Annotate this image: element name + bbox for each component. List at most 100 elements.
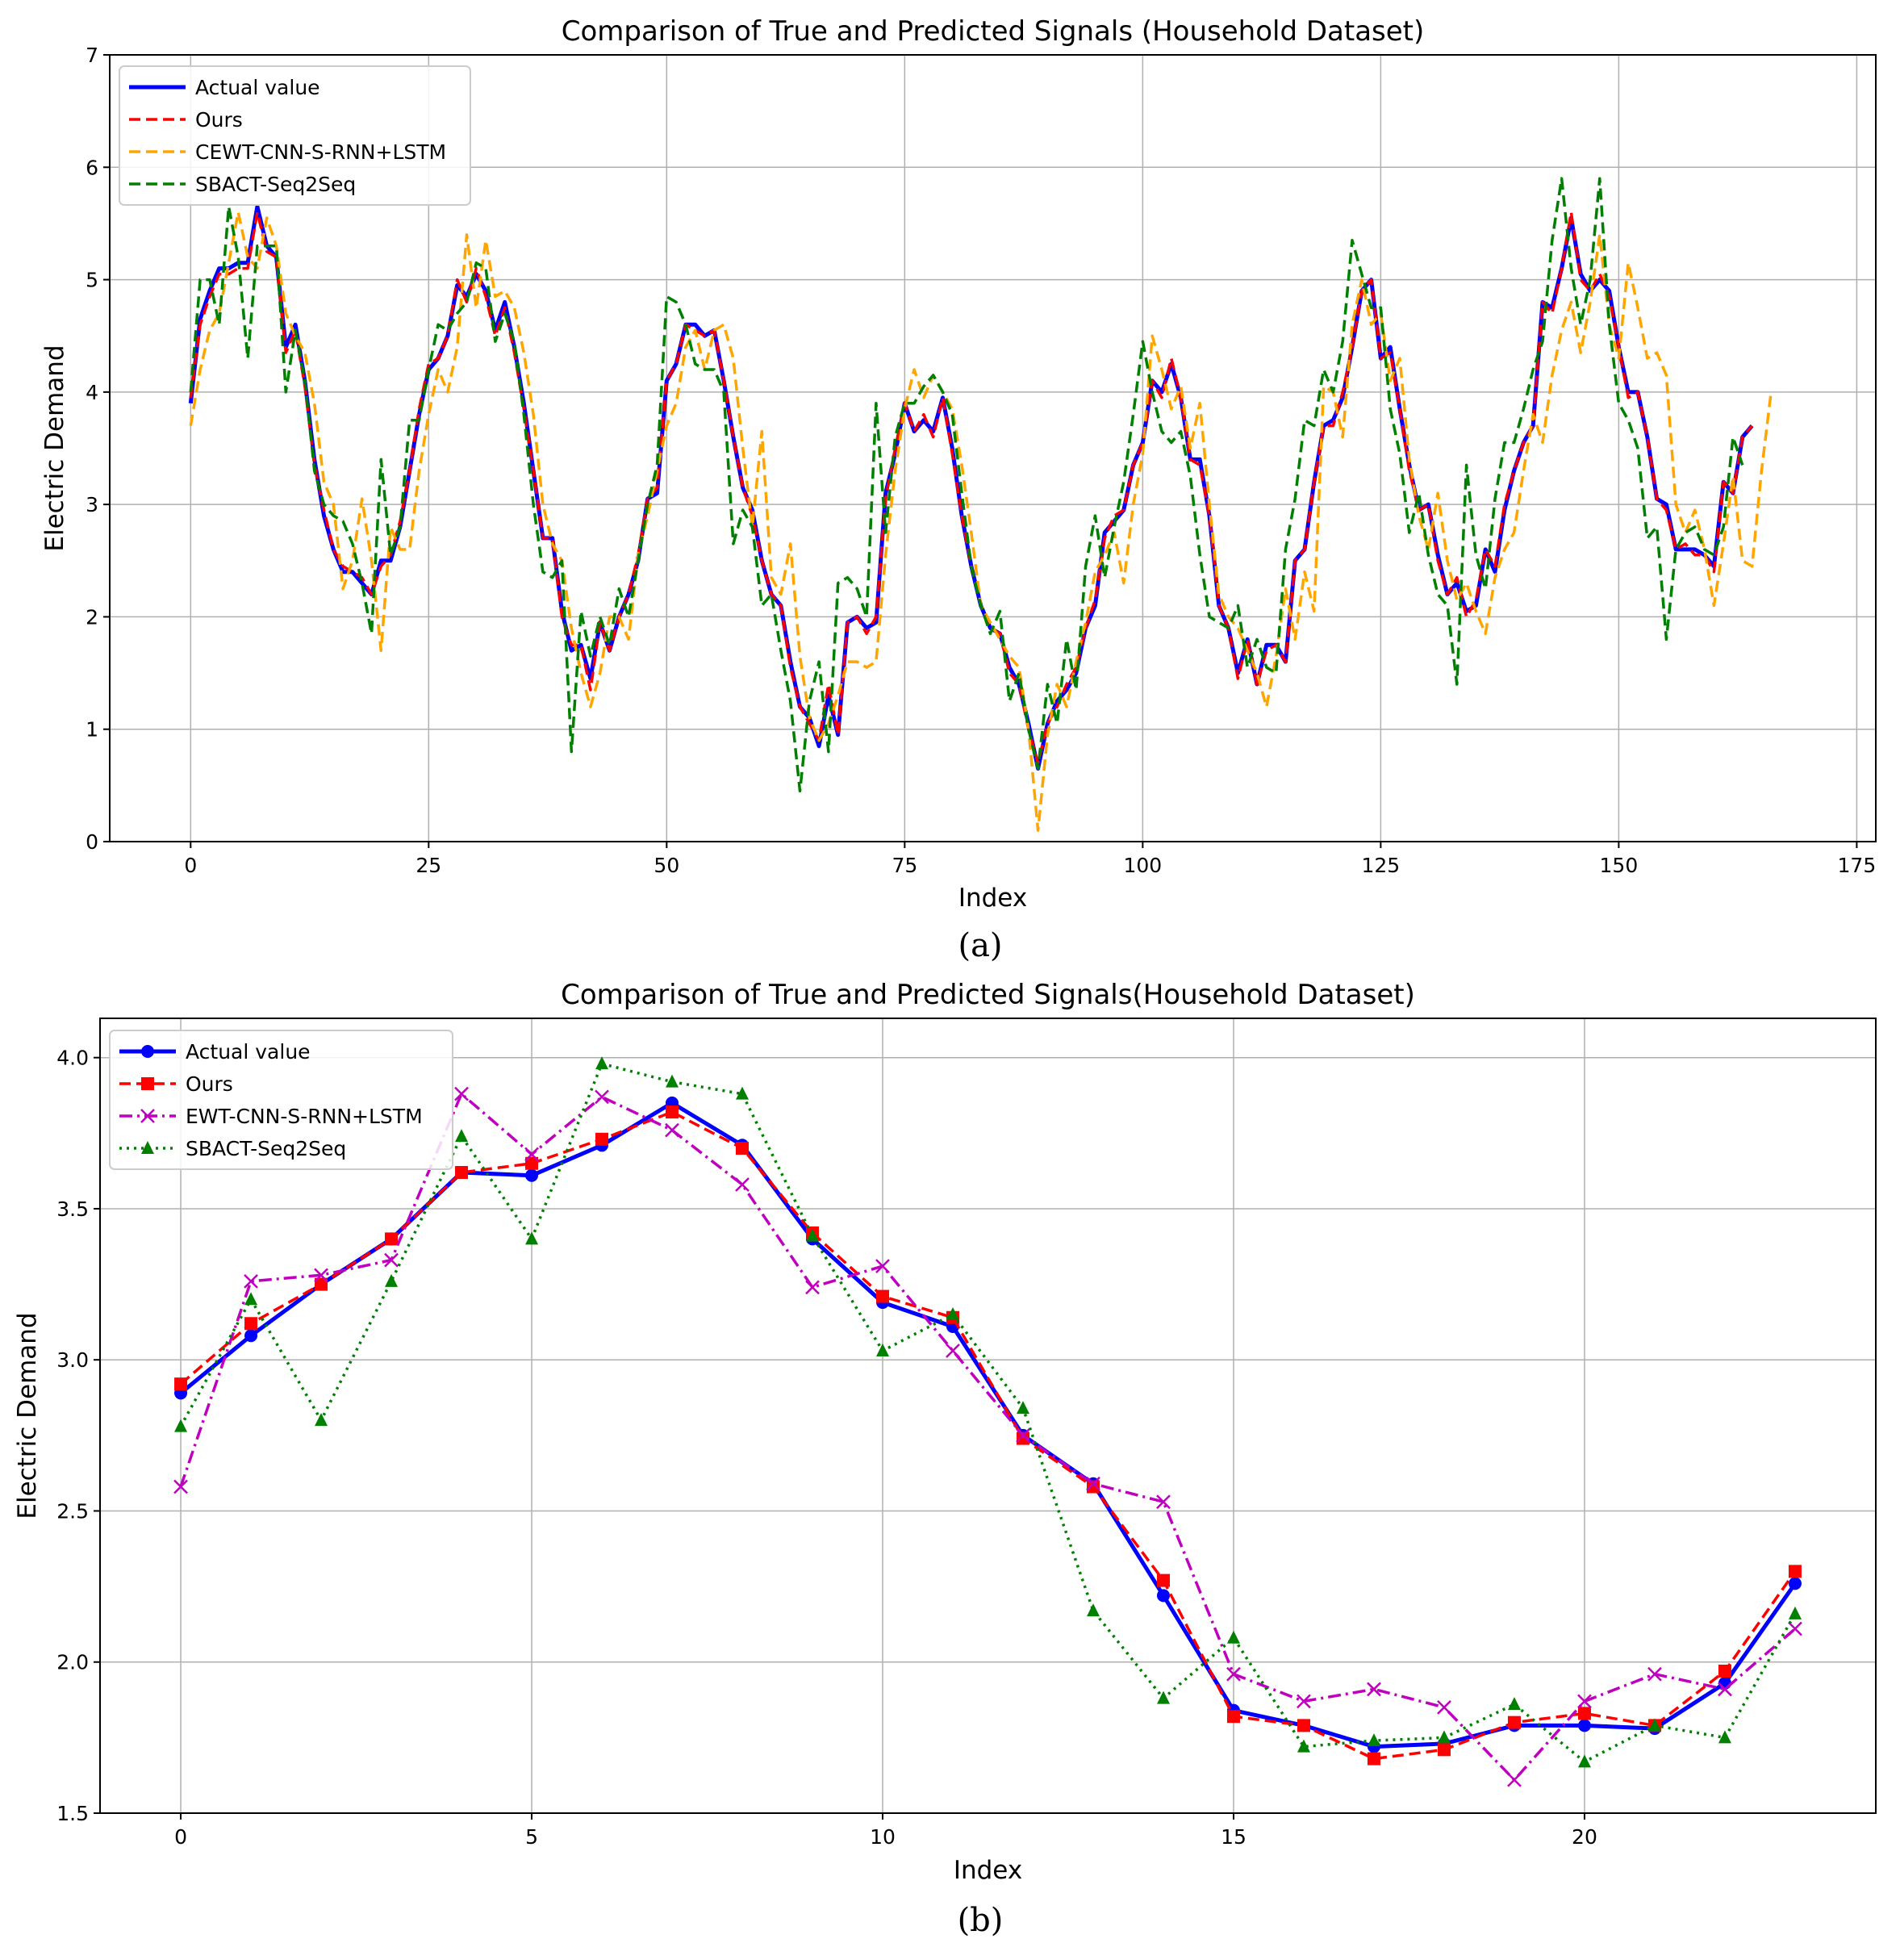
data-point-sbact-seq2seq: [174, 1419, 188, 1432]
data-point-ewt-cnn-s-rnn-lstm: [1577, 1694, 1592, 1709]
panel-a: 0 25 50 75 100 125 150 175 0 1 2 3 4 5 6 7 Comparison o…: [40, 15, 1877, 964]
y-tick-label: 3.0: [56, 1348, 89, 1372]
data-point-ewt-cnn-s-rnn-lstm: [805, 1280, 820, 1295]
data-point-sbact-seq2seq: [1718, 1730, 1731, 1744]
legend-label: CEWT-CNN-S-RNN+LSTM: [195, 140, 446, 164]
data-point-ours: [1016, 1431, 1029, 1445]
data-point-ours: [315, 1277, 328, 1291]
data-point-sbact-seq2seq: [1156, 1690, 1170, 1704]
data-point-ewt-cnn-s-rnn-lstm: [946, 1344, 960, 1358]
data-point-ours: [1226, 1710, 1240, 1724]
data-point-ours: [525, 1156, 539, 1170]
caption-a: (a): [958, 927, 1002, 964]
data-point-sbact-seq2seq: [1016, 1401, 1029, 1415]
series-line-ours: [179, 1110, 1797, 1761]
data-point-ours: [595, 1132, 609, 1146]
axes-frame-a: [109, 54, 1877, 842]
data-point-sbact-seq2seq: [1086, 1603, 1100, 1617]
data-point-ours: [666, 1105, 679, 1119]
data-point-actual-value: [1718, 1676, 1731, 1690]
data-point-ewt-cnn-s-rnn-lstm: [665, 1122, 679, 1138]
data-point-sbact-seq2seq: [1226, 1630, 1240, 1644]
data-point-ewt-cnn-s-rnn-lstm: [1016, 1427, 1030, 1443]
y-tick-label: 2.0: [56, 1651, 89, 1674]
x-tick-label: 20: [1572, 1825, 1597, 1849]
data-point-sbact-seq2seq: [244, 1292, 258, 1306]
series-a: [188, 177, 1773, 832]
data-point-ours: [174, 1377, 188, 1391]
y-tick-label: 0: [86, 830, 98, 854]
y-tick-label: 3: [86, 493, 98, 516]
legend-marker: [141, 1141, 154, 1154]
x-tick-label: 0: [174, 1825, 187, 1849]
x-tick-label: 0: [184, 854, 197, 877]
data-point-ewt-cnn-s-rnn-lstm: [1788, 1621, 1802, 1636]
data-point-sbact-seq2seq: [666, 1074, 679, 1088]
data-point-sbact-seq2seq: [876, 1343, 890, 1356]
data-point-sbact-seq2seq: [1577, 1754, 1591, 1768]
series-line-sbact-seq2seq: [189, 177, 1744, 793]
legend-label: Actual value: [195, 76, 320, 99]
legend-marker: [141, 1045, 154, 1058]
data-point-ewt-cnn-s-rnn-lstm: [384, 1252, 399, 1268]
series-b: [173, 1056, 1802, 1787]
x-tick-label: 10: [870, 1825, 896, 1849]
data-point-sbact-seq2seq: [595, 1056, 609, 1070]
data-point-ewt-cnn-s-rnn-lstm: [1437, 1700, 1451, 1715]
legend-label: SBACT-Seq2Seq: [186, 1137, 346, 1160]
data-point-ours: [385, 1232, 399, 1246]
legend-label: Actual value: [186, 1040, 311, 1064]
data-point-ours: [1788, 1565, 1802, 1578]
data-point-ours: [1577, 1707, 1591, 1720]
panel-b: 0 5 10 15 20 1.5 2.0 2.5 3.0 3.5 4.0 Comparison of…: [13, 979, 1877, 1939]
data-point-actual-value: [244, 1329, 258, 1343]
y-tick-label: 2.5: [56, 1499, 89, 1523]
data-point-sbact-seq2seq: [806, 1228, 820, 1242]
legend-label: Ours: [186, 1072, 233, 1096]
data-point-ewt-cnn-s-rnn-lstm: [1507, 1772, 1522, 1787]
x-tick-label: 175: [1838, 854, 1877, 877]
legend-box: [109, 1030, 453, 1170]
legend-label: Ours: [195, 108, 243, 132]
data-point-sbact-seq2seq: [385, 1273, 399, 1287]
data-point-sbact-seq2seq: [946, 1307, 960, 1321]
data-point-ewt-cnn-s-rnn-lstm: [1226, 1666, 1241, 1682]
x-tick-label: 5: [525, 1825, 538, 1849]
ticks-a: 0 25 50 75 100 125 150 175 0 1 2 3 4 5 6 7: [86, 44, 1876, 877]
y-axis-label-b: Electric Demand: [13, 1312, 42, 1519]
data-point-ewt-cnn-s-rnn-lstm: [314, 1268, 328, 1283]
legend-label: EWT-CNN-S-RNN+LSTM: [186, 1105, 423, 1128]
x-axis-label-b: Index: [954, 1856, 1022, 1885]
legend-marker: [141, 1077, 154, 1090]
data-point-ewt-cnn-s-rnn-lstm: [1647, 1666, 1662, 1682]
y-tick-label: 4.0: [56, 1047, 89, 1070]
data-point-ewt-cnn-s-rnn-lstm: [1297, 1694, 1311, 1709]
y-tick-label: 4: [86, 381, 98, 404]
series-line-cewt-cnn-s-rnn-lstm: [189, 211, 1773, 832]
x-tick-label: 125: [1362, 854, 1401, 877]
chart-title-b: Comparison of True and Predicted Signals…: [561, 979, 1415, 1011]
data-point-ewt-cnn-s-rnn-lstm: [1156, 1494, 1171, 1510]
data-point-actual-value: [1788, 1577, 1802, 1590]
data-point-actual-value: [1577, 1719, 1591, 1732]
legend-b: Actual value Ours EWT-CNN-S-RNN+LSTM SBACT-…: [109, 1030, 453, 1170]
data-point-sbact-seq2seq: [1367, 1733, 1380, 1747]
data-point-sbact-seq2seq: [1297, 1739, 1310, 1753]
data-point-ewt-cnn-s-rnn-lstm: [1718, 1682, 1732, 1697]
x-tick-label: 150: [1600, 854, 1639, 877]
data-point-sbact-seq2seq: [525, 1231, 539, 1245]
x-axis-label-a: Index: [958, 884, 1027, 913]
x-tick-label: 15: [1221, 1825, 1246, 1849]
caption-b: (b): [958, 1902, 1004, 1939]
data-point-ours: [1156, 1573, 1170, 1587]
data-point-ewt-cnn-s-rnn-lstm: [875, 1259, 890, 1273]
data-point-ewt-cnn-s-rnn-lstm: [173, 1479, 188, 1494]
y-axis-label-a: Electric Demand: [40, 345, 69, 551]
series-line-actual-value: [179, 1101, 1798, 1749]
chart-title-a: Comparison of True and Predicted Signals…: [562, 15, 1425, 48]
y-tick-label: 3.5: [56, 1197, 89, 1221]
data-point-ours: [876, 1289, 890, 1303]
data-point-ours: [736, 1142, 750, 1156]
y-tick-label: 1.5: [56, 1802, 89, 1825]
